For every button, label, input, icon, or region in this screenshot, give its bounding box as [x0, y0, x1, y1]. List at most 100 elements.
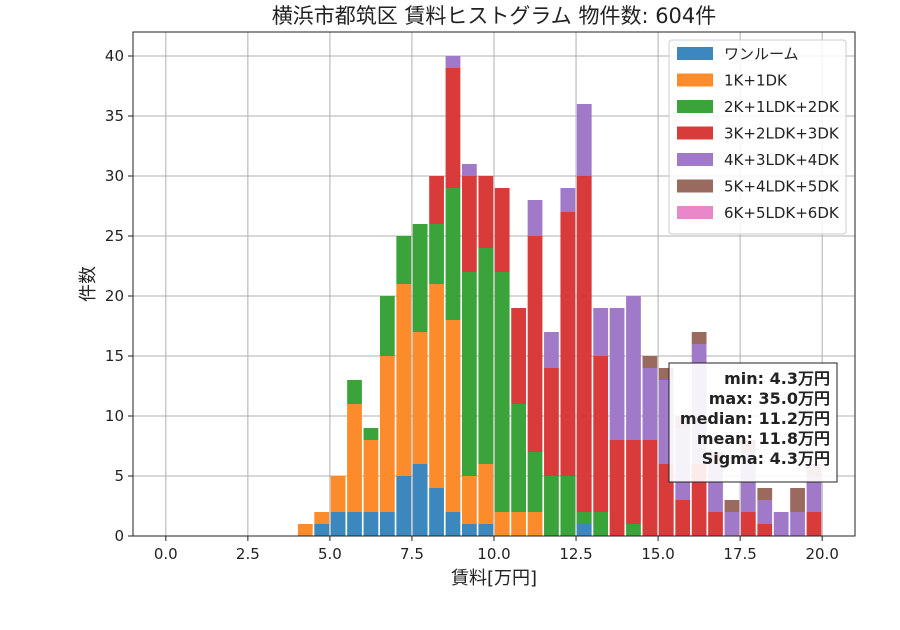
legend-swatch: [677, 47, 713, 60]
bar-segment: [396, 284, 412, 476]
bar-segment: [609, 440, 625, 536]
legend: ワンルーム 1K+1DK 2K+1LDK+2DK 3K+2LDK+3DK 4K+3LDK…: [668, 39, 847, 235]
legend-box: [668, 39, 847, 235]
bar-segment: [790, 488, 805, 512]
legend-label: 2K+1LDK+2DK: [724, 98, 840, 116]
bar-segment: [790, 512, 805, 536]
stats-line: max: 35.0万円: [709, 389, 830, 408]
bar-segment: [576, 512, 592, 524]
bar-segment: [445, 512, 461, 536]
y-axis-label: 件数: [78, 266, 99, 302]
bar-segment: [347, 512, 362, 536]
y-tick-label: 10: [105, 407, 124, 425]
bar-segment: [494, 512, 510, 536]
bar-segment: [429, 488, 444, 536]
legend-swatch: [677, 206, 713, 219]
legend-label: 5K+4LDK+5DK: [724, 178, 840, 196]
bar-segment: [412, 464, 428, 536]
legend-swatch: [677, 126, 713, 140]
bar-segment: [363, 440, 379, 512]
bar-segment: [527, 236, 543, 452]
legend-swatch: [677, 153, 713, 166]
legend-swatch: [677, 100, 713, 113]
y-tick-label: 5: [114, 467, 124, 485]
bar-segment: [462, 176, 477, 272]
y-tick-label: 30: [105, 167, 124, 185]
bar-segment: [412, 224, 428, 332]
stats-frame: [668, 362, 838, 483]
y-tick-label: 20: [105, 287, 124, 305]
legend-label: ワンルーム: [724, 45, 799, 63]
bar-segment: [773, 512, 789, 536]
bar-segment: [560, 476, 576, 536]
bar-segment: [314, 512, 330, 524]
x-tick-label: 17.5: [723, 545, 756, 563]
x-tick-label: 0.0: [154, 545, 178, 563]
chart-title: 横浜市都筑区 賃料ヒストグラム 物件数: 604件: [272, 4, 717, 28]
bar-segment: [445, 56, 461, 68]
bar-segment: [462, 524, 477, 536]
bar-segment: [347, 404, 362, 512]
y-tick-label: 0: [114, 527, 124, 545]
bar-segment: [379, 356, 395, 512]
bar-segment: [740, 512, 756, 536]
bar-segment: [527, 200, 543, 236]
bar-segment: [724, 500, 740, 512]
bar-segment: [626, 296, 641, 440]
bar-segment: [379, 512, 395, 536]
bar-segment: [429, 224, 444, 284]
bar-segment: [691, 332, 707, 344]
stats-line: mean: 11.8万円: [697, 429, 830, 448]
bar-segment: [642, 356, 658, 368]
bar-segment: [396, 476, 412, 536]
x-tick-label: 2.5: [236, 545, 260, 563]
bar-segment: [445, 320, 461, 512]
x-tick-label: 15.0: [641, 545, 674, 563]
bar-segment: [462, 272, 477, 476]
bar-segment: [478, 248, 494, 464]
bar-segment: [708, 512, 723, 536]
legend-label: 3K+2LDK+3DK: [724, 125, 840, 143]
bar-segment: [297, 524, 313, 536]
x-tick-label: 12.5: [559, 545, 592, 563]
bar-segment: [511, 308, 526, 404]
bar-segment: [757, 488, 773, 500]
bar-segment: [544, 368, 559, 476]
bar-segment: [478, 464, 494, 524]
ticks: 0.0 2.5 5.0 7.5 10.0 12.5 15.0 17.5 20.0 0 5 10 15 20…: [105, 47, 839, 563]
bar-segment: [593, 356, 609, 512]
bar-segment: [642, 440, 658, 536]
bar-segment: [576, 176, 592, 512]
bar-segment: [478, 176, 494, 248]
bar-segment: [757, 524, 773, 536]
bar-segment: [462, 476, 477, 524]
x-tick-label: 7.5: [400, 545, 424, 563]
bar-segment: [412, 332, 428, 464]
bar-segment: [347, 380, 362, 404]
stats-line: median: 11.2万円: [680, 409, 830, 428]
bar-segment: [429, 284, 444, 488]
bar-segment: [462, 164, 477, 176]
bar-segment: [445, 188, 461, 320]
bar-segment: [445, 68, 461, 188]
bar-segment: [609, 308, 625, 440]
y-tick-label: 25: [105, 227, 124, 245]
bar-segment: [527, 452, 543, 512]
legend-label: 1K+1DK: [724, 72, 788, 90]
bar-segment: [511, 512, 526, 536]
bar-segment: [527, 512, 543, 536]
x-tick-label: 10.0: [477, 545, 510, 563]
bar-segment: [330, 476, 346, 512]
legend-label: 4K+3LDK+4DK: [724, 151, 840, 169]
y-tick-label: 15: [105, 347, 124, 365]
bar-segment: [396, 236, 412, 284]
bar-segment: [806, 512, 822, 536]
bar-segment: [626, 440, 641, 524]
stats-line: Sigma: 4.3万円: [702, 449, 830, 468]
bar-segment: [806, 476, 822, 512]
bar-segment: [576, 524, 592, 536]
bar-segment: [560, 212, 576, 476]
bar-segment: [642, 368, 658, 440]
bar-segment: [314, 524, 330, 536]
